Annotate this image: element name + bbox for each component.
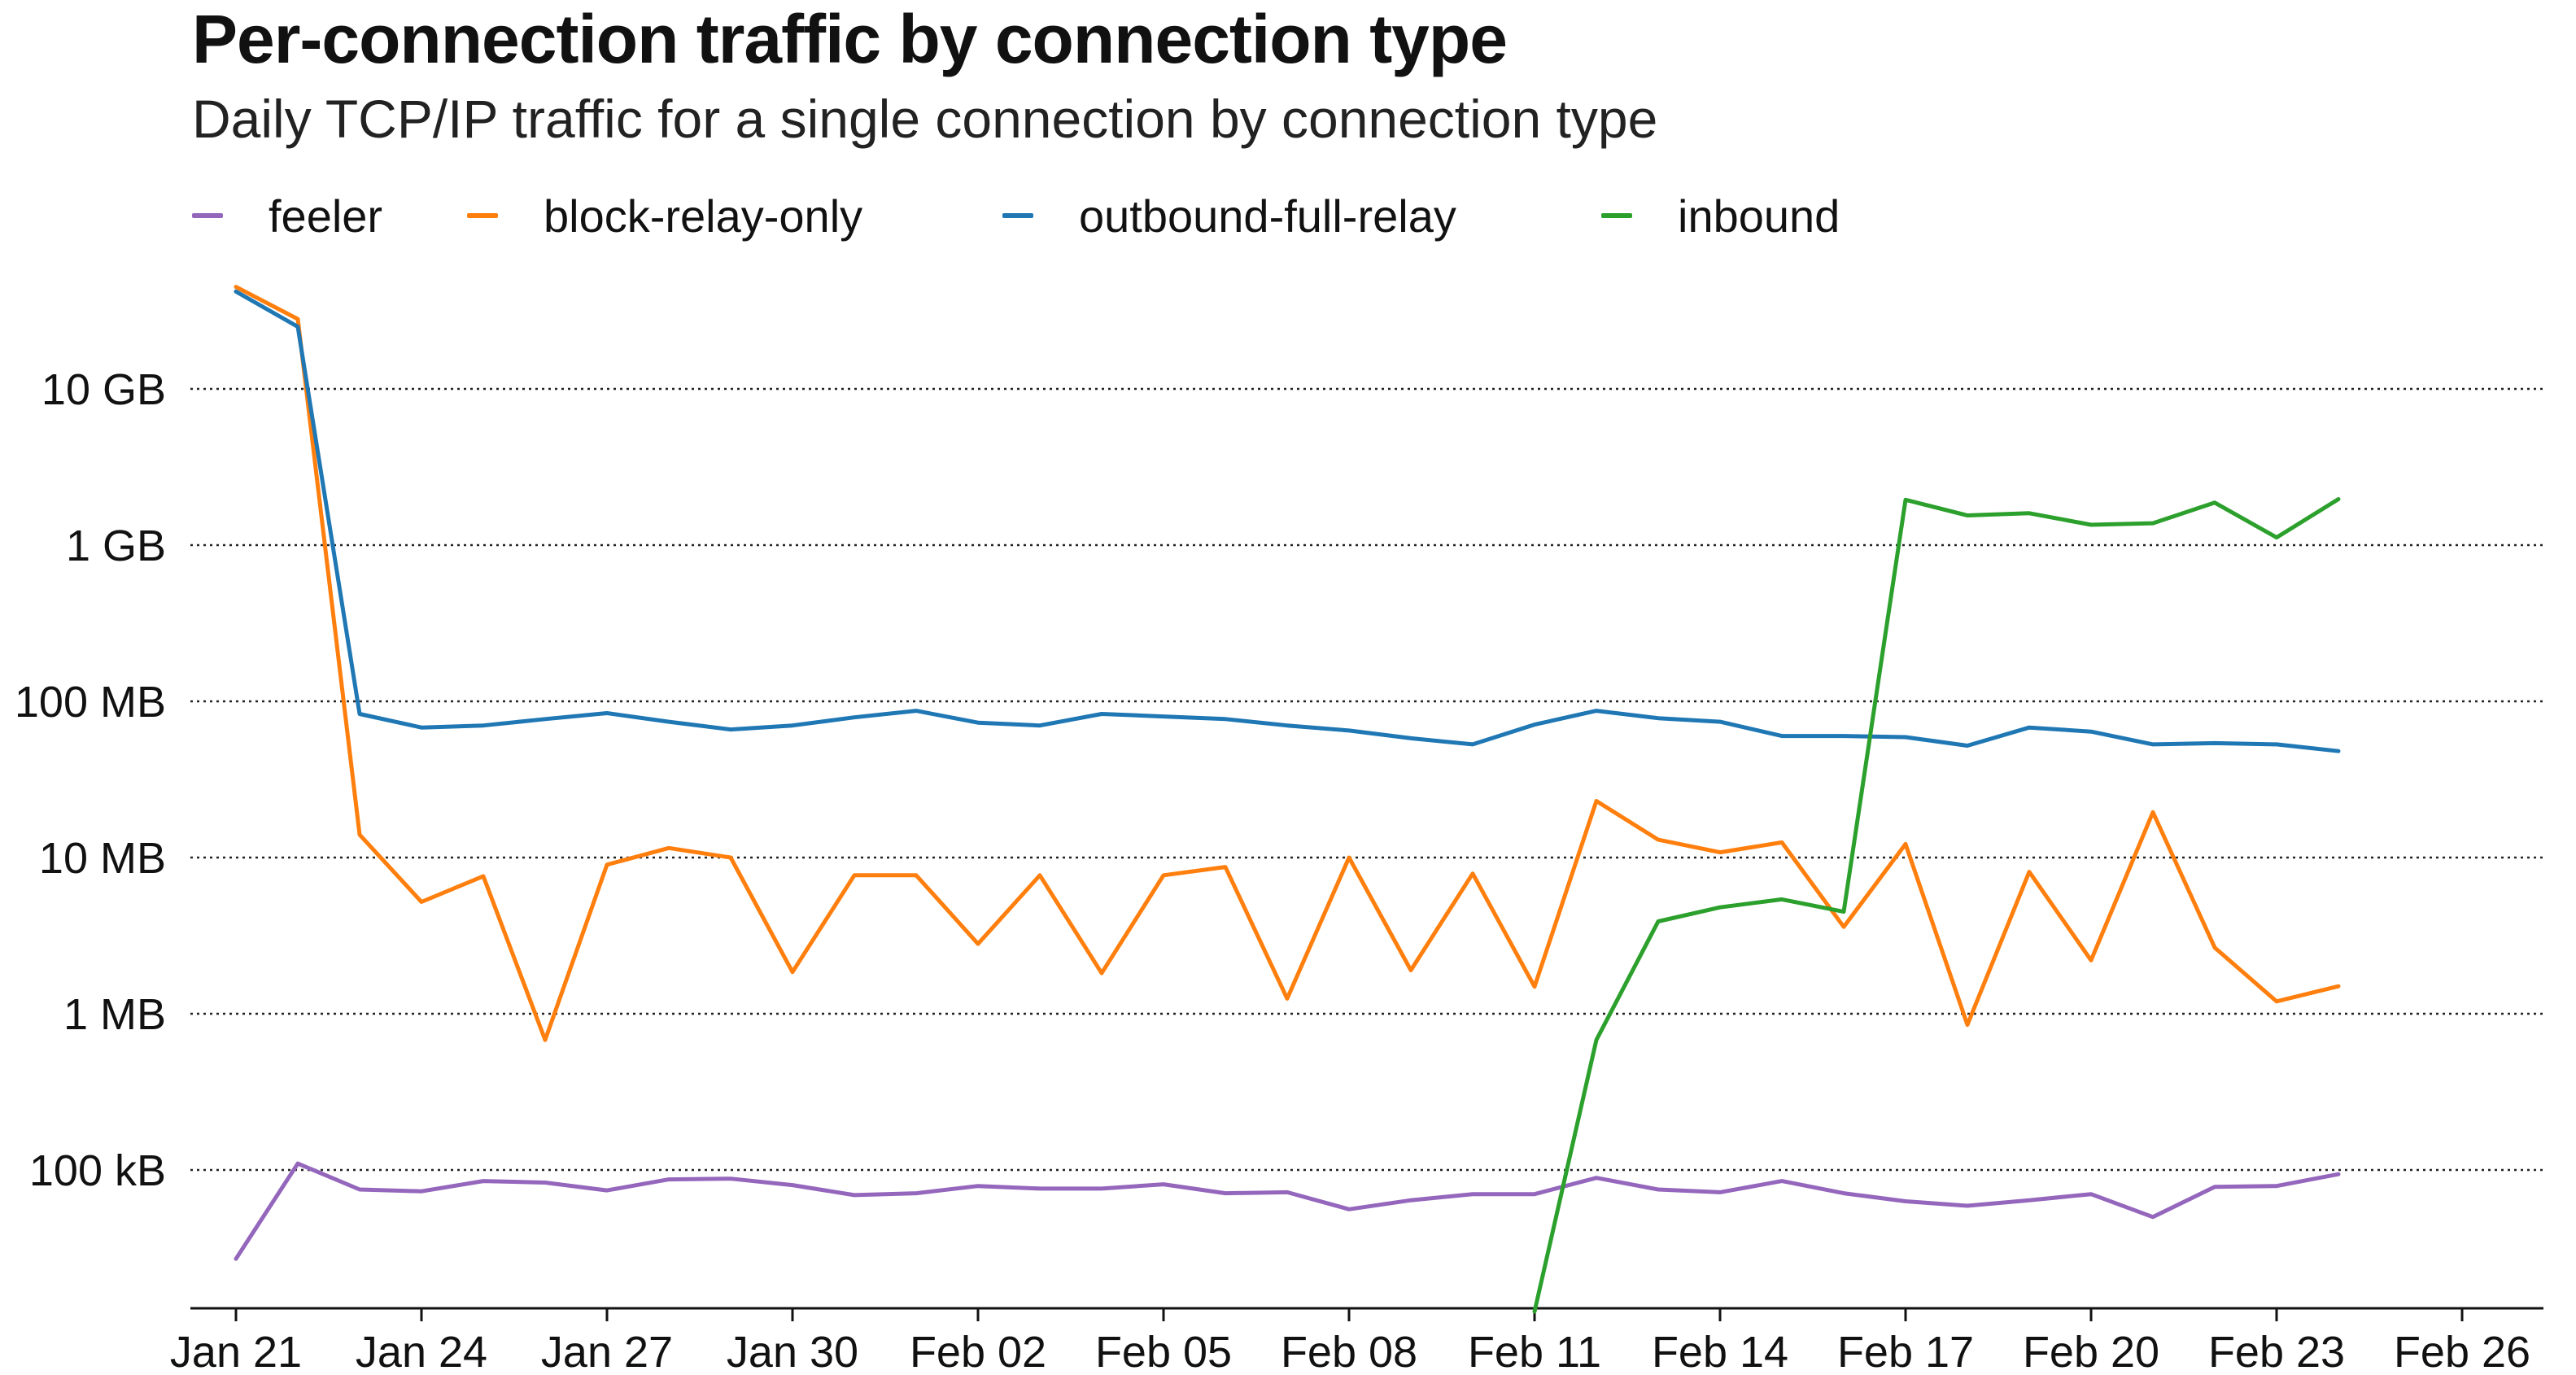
series-line-outbound-full-relay xyxy=(234,289,2341,753)
legend-item-feeler: feeler xyxy=(192,190,467,242)
x-tick-label-jan-24: Jan 24 xyxy=(356,1328,487,1375)
x-tick-label-feb-02: Feb 02 xyxy=(910,1328,1046,1375)
series-line-feeler xyxy=(234,1161,2341,1261)
legend-swatch-block-relay-only xyxy=(467,213,498,218)
x-axis: Jan 21 Jan 24 Jan 27 Jan 30 Feb 02 Feb 05 Feb … xyxy=(170,1307,2543,1375)
chart-subtitle: Daily TCP/IP traffic for a single connec… xyxy=(192,89,1658,149)
x-tick-label-feb-08: Feb 08 xyxy=(1281,1328,1417,1375)
legend-swatch-inbound xyxy=(1601,213,1632,218)
y-axis-labels: 100 kB 1 MB 10 MB 100 MB 1 GB 10 GB xyxy=(15,365,166,1195)
y-tick-label-100-kb: 100 kB xyxy=(29,1146,166,1195)
legend-label-feeler: feeler xyxy=(269,190,383,242)
x-tick-label-jan-21: Jan 21 xyxy=(170,1328,302,1375)
x-tick-label-feb-20: Feb 20 xyxy=(2023,1328,2159,1375)
legend-item-block-relay-only: block-relay-only xyxy=(467,190,1002,242)
series-line-block-relay-only xyxy=(234,285,2341,1042)
legend-item-inbound: inbound xyxy=(1601,190,1840,242)
grid-lines xyxy=(190,387,2543,1172)
x-tick-label-feb-14: Feb 14 xyxy=(1652,1328,1788,1375)
x-tick-label-jan-30: Jan 30 xyxy=(727,1328,858,1375)
legend-label-block-relay-only: block-relay-only xyxy=(544,190,863,242)
y-tick-label-1-mb: 1 MB xyxy=(63,990,166,1039)
legend: feeler block-relay-only outbound-full-re… xyxy=(192,183,1840,248)
chart-title: Per-connection traffic by connection typ… xyxy=(192,1,1508,77)
y-tick-label-10-mb: 10 MB xyxy=(39,834,166,883)
x-tick-label-feb-23: Feb 23 xyxy=(2208,1328,2345,1375)
x-tick-label-feb-17: Feb 17 xyxy=(1837,1328,1974,1375)
y-tick-label-10-gb: 10 GB xyxy=(41,365,166,414)
legend-swatch-feeler xyxy=(192,213,223,218)
legend-label-outbound-full-relay: outbound-full-relay xyxy=(1079,190,1456,242)
legend-swatch-outbound-full-relay xyxy=(1002,213,1033,218)
y-tick-label-100-mb: 100 MB xyxy=(15,678,166,727)
legend-label-inbound: inbound xyxy=(1678,190,1840,242)
y-tick-label-1-gb: 1 GB xyxy=(66,522,166,570)
x-tick-label-jan-27: Jan 27 xyxy=(541,1328,673,1375)
x-tick-label-feb-11: Feb 11 xyxy=(1468,1328,1601,1375)
legend-item-outbound-full-relay: outbound-full-relay xyxy=(1002,190,1601,242)
x-tick-label-feb-05: Feb 05 xyxy=(1095,1328,1232,1375)
series-lines xyxy=(234,285,2341,1314)
series-line-inbound xyxy=(1532,497,2341,1314)
x-tick-label-feb-26: Feb 26 xyxy=(2394,1328,2530,1375)
